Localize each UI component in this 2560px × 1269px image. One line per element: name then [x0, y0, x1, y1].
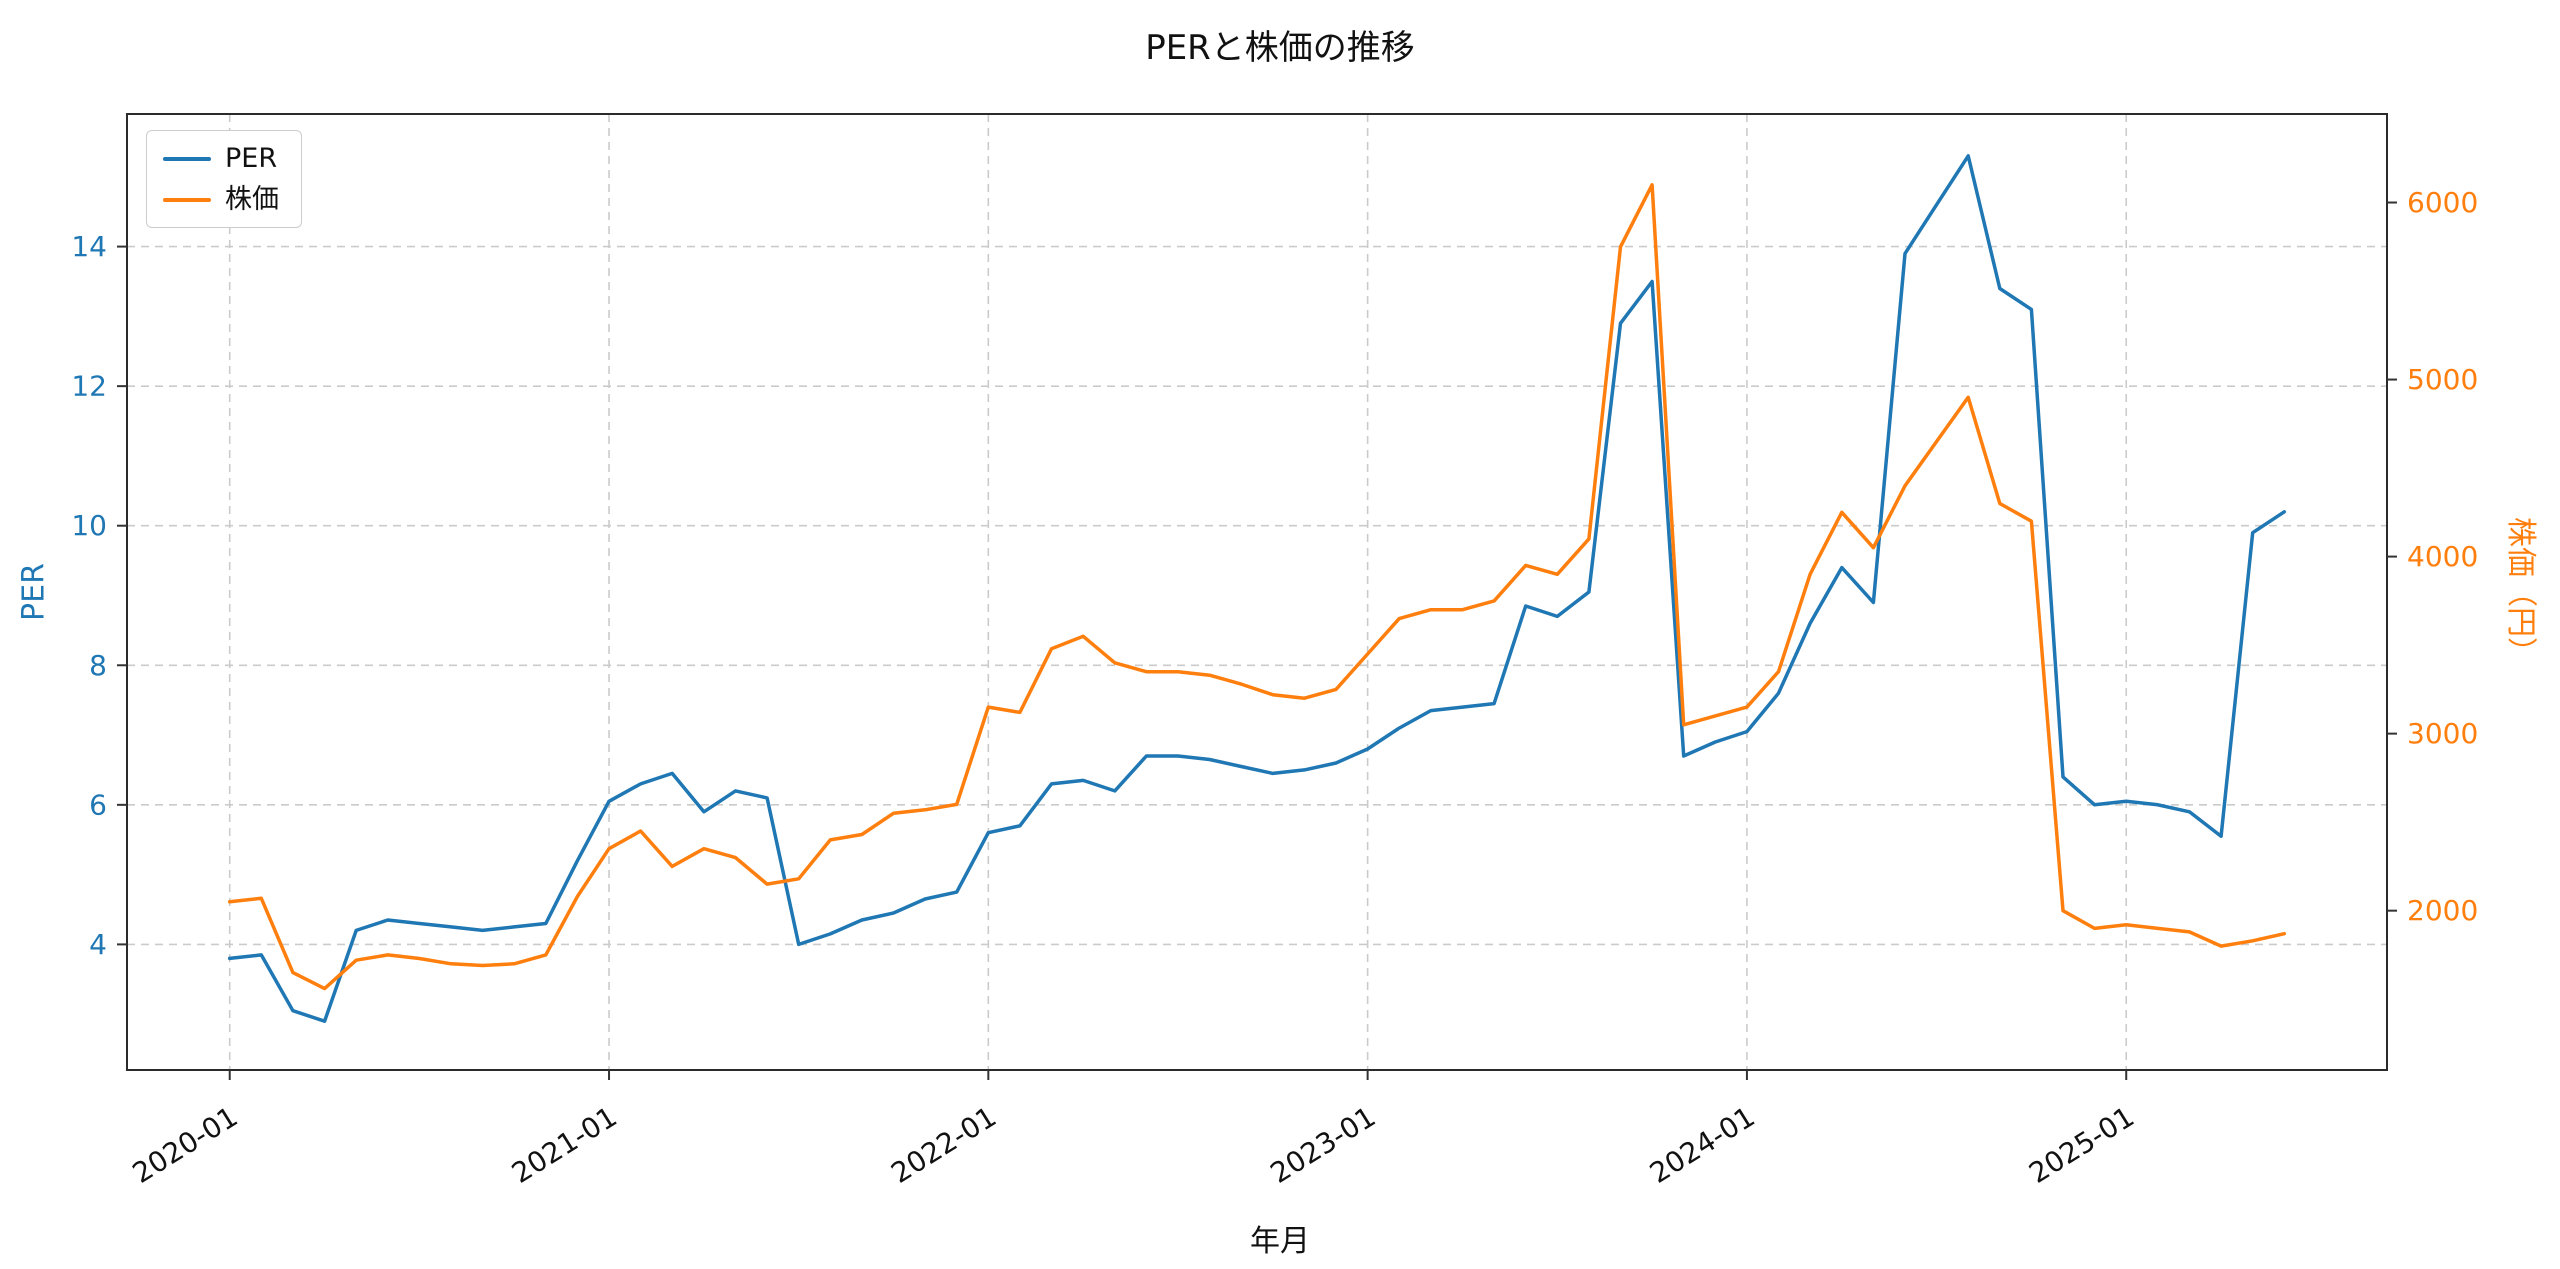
- legend-item-kabuka: 株価: [163, 186, 279, 213]
- per-line-swatch: [163, 156, 211, 161]
- x-tick-label: 2022-01: [885, 1100, 1002, 1190]
- legend-item-per: PER: [163, 145, 279, 172]
- series-line-PER: [227, 154, 2287, 1023]
- x-tick-label: 2024-01: [1644, 1100, 1761, 1190]
- x-tick-label: 2020-01: [127, 1100, 244, 1190]
- x-axis-label: 年月: [1250, 1224, 1310, 1259]
- legend: PER 株価: [146, 130, 302, 228]
- right-tick-label: 6000: [2407, 186, 2478, 219]
- left-tick-label: 10: [71, 509, 107, 542]
- left-tick-label: 8: [89, 649, 107, 682]
- legend-label-per: PER: [225, 143, 278, 174]
- right-tick-label: 2000: [2407, 894, 2478, 927]
- right-tick-label: 4000: [2407, 540, 2478, 573]
- kabuka-line-swatch: [163, 197, 211, 202]
- right-tick-label: 3000: [2407, 717, 2478, 750]
- left-tick-label: 14: [71, 230, 107, 263]
- left-tick-label: 6: [89, 788, 107, 821]
- plot-border: [126, 113, 2388, 1071]
- x-tick-label: 2023-01: [1265, 1100, 1382, 1190]
- left-tick-label: 4: [89, 928, 107, 961]
- left-tick-label: 12: [71, 370, 107, 403]
- right-tick-label: 5000: [2407, 363, 2478, 396]
- x-tick-label: 2025-01: [2023, 1100, 2140, 1190]
- series-line-株価: [227, 183, 2287, 991]
- chart-title: PERと株価の推移: [1145, 28, 1415, 68]
- legend-label-kabuka: 株価: [225, 184, 279, 215]
- x-tick-label: 2021-01: [506, 1100, 623, 1190]
